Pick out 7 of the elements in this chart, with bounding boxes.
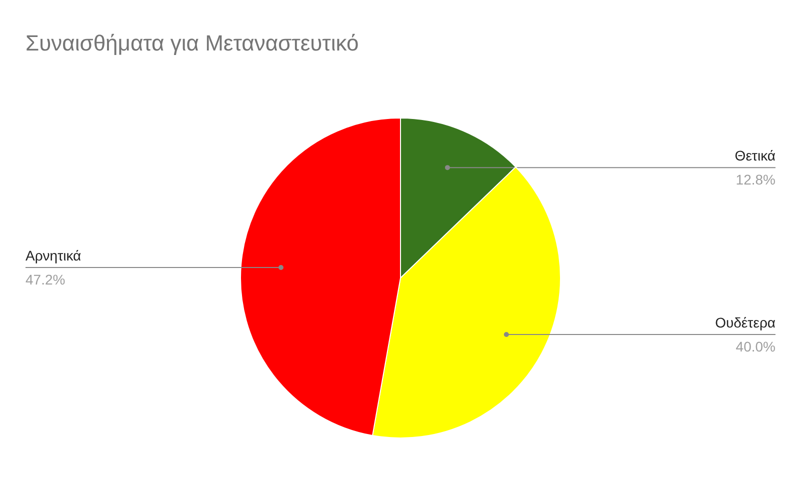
- slice-label: Αρνητικά: [26, 247, 82, 264]
- data-label: 12.8%: [736, 172, 776, 188]
- slice-label: Θετικά: [734, 148, 776, 164]
- data-label: 40.0%: [736, 338, 776, 354]
- data-label: 47.2%: [26, 271, 66, 288]
- slice-label: Ουδέτερα: [715, 314, 776, 330]
- chart-title: Συναισθήματα για Μεταναστευτικό: [26, 30, 359, 56]
